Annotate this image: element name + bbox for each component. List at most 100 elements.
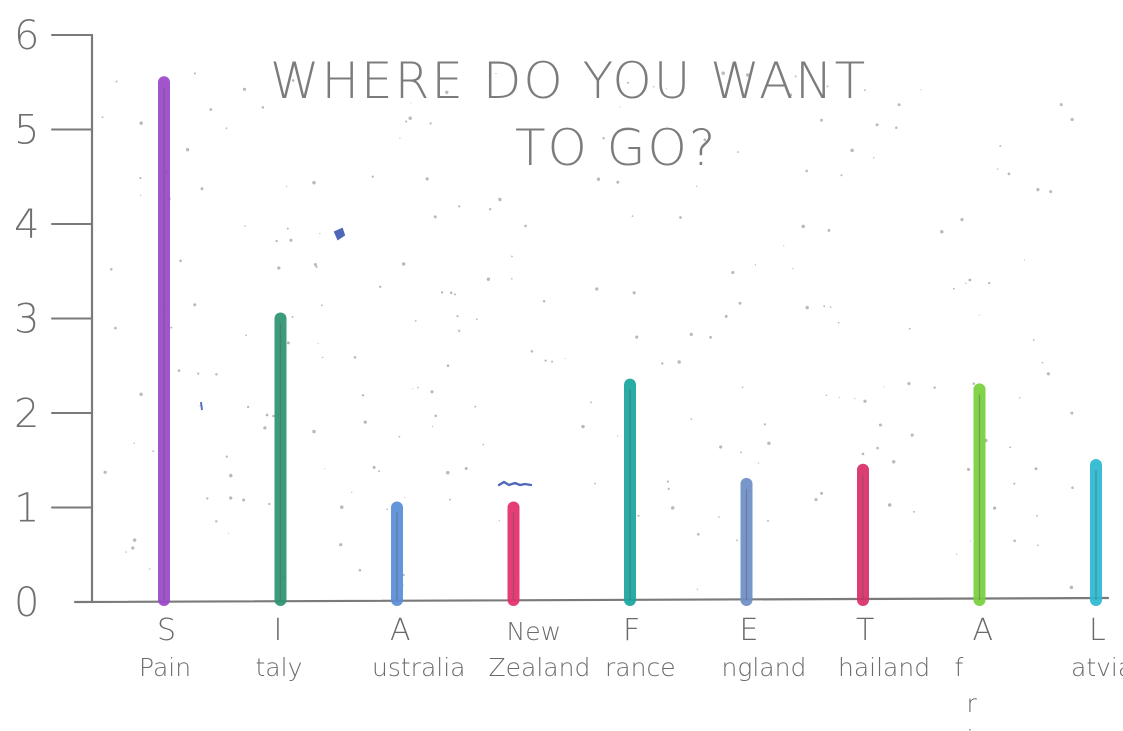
paper-speck bbox=[498, 519, 500, 522]
paper-speck bbox=[878, 423, 882, 427]
paper-speck bbox=[670, 506, 675, 510]
paper-speck bbox=[1007, 172, 1011, 176]
paper-speck bbox=[696, 588, 699, 590]
paper-speck bbox=[229, 473, 233, 478]
paper-speck bbox=[696, 532, 700, 536]
paper-speck bbox=[215, 520, 218, 523]
x-label-8-part-4: ica bbox=[967, 725, 1003, 731]
paper-speck bbox=[910, 433, 914, 437]
paper-speck bbox=[321, 304, 323, 307]
paper-speck bbox=[820, 491, 824, 495]
paper-speck bbox=[895, 126, 898, 130]
paper-speck bbox=[960, 218, 964, 222]
paper-speck bbox=[861, 452, 865, 456]
paper-speck bbox=[718, 516, 720, 518]
paper-speck bbox=[351, 491, 353, 494]
paper-speck bbox=[408, 116, 412, 120]
paper-speck bbox=[125, 551, 127, 553]
paper-speck bbox=[312, 180, 316, 185]
paper-speck bbox=[823, 305, 826, 308]
paper-speck bbox=[1009, 446, 1012, 449]
paper-speck bbox=[489, 208, 492, 211]
x-label-5-part-2: rance bbox=[605, 653, 676, 682]
paper-speck bbox=[551, 360, 554, 363]
paper-speck bbox=[594, 482, 597, 485]
paper-speck bbox=[429, 122, 432, 125]
x-label-4-part-1: New bbox=[507, 617, 562, 646]
paper-speck bbox=[689, 332, 693, 337]
paper-speck bbox=[464, 466, 468, 471]
paper-speck bbox=[996, 168, 999, 170]
x-label-6-part-1: E bbox=[740, 613, 759, 648]
paper-speck bbox=[907, 382, 911, 386]
paper-speck bbox=[277, 266, 281, 270]
x-label-6-part-2: ngland bbox=[722, 653, 807, 682]
paper-speck bbox=[361, 394, 365, 397]
paper-speck bbox=[398, 435, 401, 438]
paper-speck bbox=[829, 306, 832, 309]
paper-speck bbox=[883, 386, 885, 388]
paper-speck bbox=[114, 326, 117, 330]
paper-speck bbox=[757, 462, 760, 464]
paper-speck bbox=[170, 326, 173, 329]
paper-speck bbox=[978, 314, 980, 316]
paper-speck bbox=[109, 267, 113, 271]
paper-speck bbox=[425, 177, 429, 181]
paper-speck bbox=[635, 335, 639, 339]
paper-speck bbox=[286, 341, 290, 345]
paper-speck bbox=[412, 388, 414, 390]
paper-speck bbox=[372, 465, 376, 469]
paper-speck bbox=[993, 506, 997, 510]
paper-speck bbox=[875, 123, 879, 127]
paper-speck bbox=[417, 386, 419, 389]
paper-speck bbox=[741, 386, 744, 389]
paper-speck bbox=[854, 397, 856, 400]
paper-speck bbox=[724, 314, 728, 318]
x-label-7-part-2: hailand bbox=[838, 653, 930, 682]
paper-speck bbox=[456, 315, 459, 318]
paper-speck bbox=[1069, 585, 1074, 590]
paper-speck bbox=[177, 369, 181, 372]
paper-speck bbox=[837, 321, 840, 324]
paper-speck bbox=[115, 80, 118, 83]
paper-speck bbox=[133, 442, 135, 444]
paper-speck bbox=[805, 305, 809, 310]
x-label-1-part-1: S bbox=[157, 613, 176, 648]
paper-speck bbox=[402, 573, 405, 577]
paper-speck bbox=[482, 443, 485, 446]
paper-speck bbox=[966, 467, 971, 471]
paper-speck bbox=[544, 359, 547, 362]
paper-speck bbox=[1018, 397, 1021, 399]
paper-speck bbox=[767, 519, 769, 522]
paper-speck bbox=[988, 281, 991, 285]
paper-speck bbox=[754, 264, 757, 266]
paper-speck bbox=[690, 418, 693, 420]
paper-speck bbox=[887, 503, 892, 507]
paper-speck bbox=[677, 360, 681, 364]
paper-speck bbox=[789, 93, 793, 97]
y-axis-ticks: 0 1 2 3 4 5 6 bbox=[14, 13, 93, 626]
paper-speck bbox=[794, 75, 797, 78]
paper-speck bbox=[317, 342, 319, 344]
paper-speck bbox=[414, 319, 417, 322]
paper-speck bbox=[801, 224, 805, 229]
paper-speck bbox=[912, 510, 915, 513]
paper-speck bbox=[319, 233, 321, 235]
paper-speck bbox=[139, 392, 143, 397]
paper-speck bbox=[596, 177, 601, 181]
paper-speck bbox=[736, 151, 739, 153]
paper-speck bbox=[131, 546, 135, 550]
paper-speck bbox=[719, 445, 723, 449]
paper-speck bbox=[581, 424, 585, 429]
paper-speck bbox=[486, 277, 491, 281]
paper-speck bbox=[783, 245, 785, 247]
paper-speck bbox=[826, 85, 829, 88]
paper-speck bbox=[972, 382, 976, 385]
paper-speck bbox=[315, 265, 318, 268]
paper-speck bbox=[242, 498, 246, 502]
paper-speck bbox=[872, 157, 875, 159]
paper-speck bbox=[225, 455, 228, 458]
paper-speck bbox=[542, 299, 546, 303]
paper-speck bbox=[440, 291, 444, 294]
